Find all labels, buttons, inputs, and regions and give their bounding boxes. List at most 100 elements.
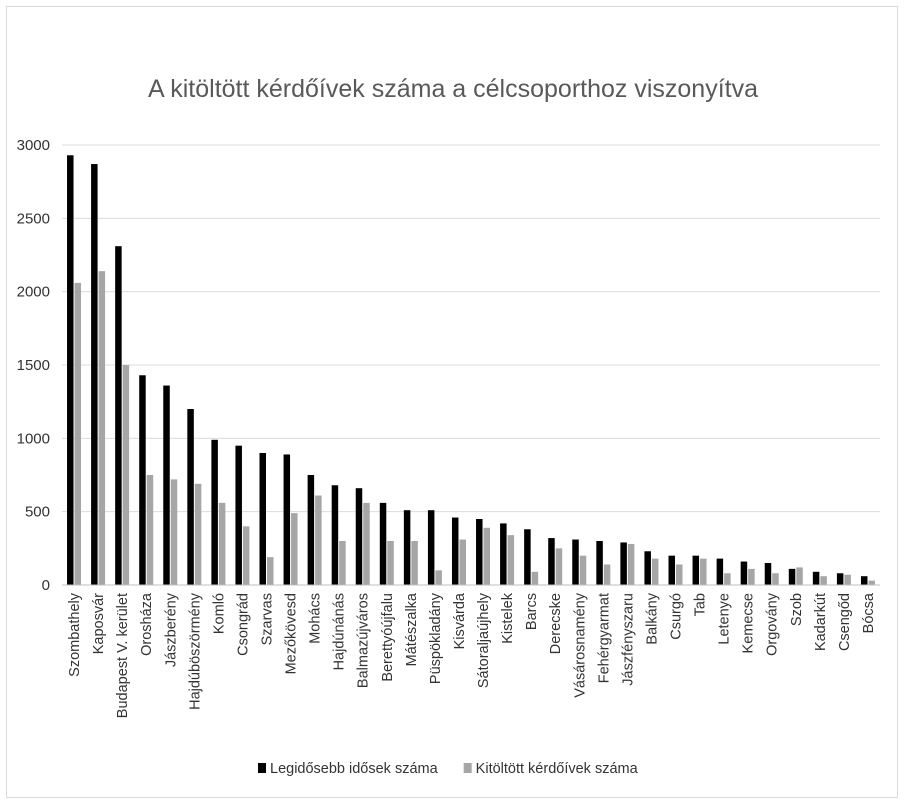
x-tick-label: Csurgó (669, 593, 685, 640)
bar-legidosebb-4 (163, 385, 170, 585)
bar-kitoltott-28 (748, 568, 755, 585)
bar-kitoltott-30 (796, 567, 803, 585)
bars (67, 155, 875, 586)
bar-kitoltott-10 (315, 495, 322, 585)
bar-kitoltott-4 (170, 479, 178, 585)
x-tick-label: Bócsa (861, 592, 877, 633)
x-tick-label: Püspökladány (428, 592, 444, 684)
bar-legidosebb-8 (259, 453, 266, 585)
bar-legidosebb-1 (91, 164, 98, 586)
y-tick-label: 1500 (17, 357, 50, 374)
bar-legidosebb-3 (139, 375, 146, 585)
x-tick-label: Szombathely (67, 592, 83, 677)
x-tick-label: Jászfényszaru (620, 593, 636, 686)
x-tick-label: Kemecse (741, 593, 757, 653)
bar-kitoltott-20 (555, 548, 563, 585)
bar-kitoltott-14 (411, 541, 418, 585)
x-tick-label: Vásárosnamény (572, 592, 588, 698)
x-tick-label: Orosháza (139, 592, 155, 656)
bar-legidosebb-26 (692, 555, 700, 585)
x-tick-label: Derecske (548, 593, 564, 654)
bar-kitoltott-13 (387, 541, 394, 585)
bar-legidosebb-6 (211, 439, 218, 585)
gridlines (62, 144, 880, 586)
bar-legidosebb-27 (716, 558, 724, 585)
x-tick-label: Kaposvár (91, 593, 107, 654)
y-tick-label: 500 (25, 504, 50, 521)
x-tick-label: Balmazújváros (356, 593, 372, 688)
x-tick-label: Kadarkút (813, 593, 829, 651)
x-tick-label: Mezőkövesd (284, 593, 300, 674)
chart-frame (6, 6, 898, 798)
x-tick-label: Budapest V. kerület (115, 593, 131, 718)
bar-legidosebb-17 (476, 519, 483, 585)
bar-legidosebb-9 (283, 454, 291, 585)
bar-kitoltott-0 (74, 282, 82, 585)
bar-legidosebb-28 (740, 561, 748, 585)
chart-title: A kitöltött kérdőívek száma a célcsoport… (148, 75, 758, 103)
x-tick-label: Sátoraljaújhely (476, 592, 492, 688)
bar-legidosebb-33 (860, 576, 868, 585)
bar-kitoltott-26 (700, 558, 707, 585)
x-tick-label: Barcs (524, 593, 540, 630)
bar-kitoltott-1 (98, 271, 106, 585)
bar-kitoltott-23 (627, 543, 635, 585)
bar-kitoltott-9 (291, 513, 298, 585)
y-tick-label: 2000 (17, 284, 50, 301)
x-tick-label: Orgovány (765, 592, 781, 656)
legend: Legidősebb idősek száma Kitöltött kérdőív… (258, 761, 639, 777)
bar-kitoltott-24 (651, 558, 659, 585)
bar-kitoltott-5 (194, 483, 202, 585)
bar-legidosebb-30 (788, 568, 796, 585)
legend-label-0: Legidősebb idősek száma (270, 761, 439, 777)
y-tick-label: 2500 (17, 210, 50, 227)
x-tick-label: Komló (211, 593, 227, 634)
bar-kitoltott-29 (772, 573, 779, 585)
bar-kitoltott-6 (218, 502, 226, 585)
x-tick-label: Kistelek (500, 592, 516, 644)
x-tick-label: Kisvárda (452, 592, 468, 649)
bar-kitoltott-16 (459, 539, 466, 585)
bar-kitoltott-2 (122, 365, 130, 585)
bar-kitoltott-18 (507, 535, 515, 585)
bar-kitoltott-27 (724, 573, 731, 585)
bar-legidosebb-31 (812, 571, 820, 585)
bar-kitoltott-22 (603, 564, 611, 585)
bar-kitoltott-25 (676, 564, 683, 585)
bar-legidosebb-29 (764, 563, 772, 585)
bar-legidosebb-21 (572, 539, 579, 585)
x-tick-label: Berettyóújfalu (380, 593, 396, 682)
y-axis: 0 500 1000 1500 2000 2500 3000 (17, 137, 50, 594)
x-tick-label: Szarvas (260, 593, 276, 645)
bar-legidosebb-12 (355, 488, 363, 585)
x-tick-label: Tab (693, 593, 709, 616)
x-tick-label: Mátészalka (404, 592, 420, 666)
bar-legidosebb-13 (379, 502, 387, 585)
bar-legidosebb-16 (451, 517, 459, 585)
x-tick-label: Hajdúnánás (332, 593, 348, 670)
y-tick-label: 3000 (17, 137, 50, 154)
legend-swatch-0 (258, 763, 266, 773)
bar-kitoltott-15 (435, 570, 442, 585)
bar-kitoltott-33 (868, 580, 875, 585)
bar-legidosebb-24 (644, 551, 651, 585)
x-tick-label: Hajdúböszörmény (187, 592, 203, 710)
bar-kitoltott-3 (146, 475, 154, 585)
bar-kitoltott-31 (820, 576, 827, 585)
bar-legidosebb-14 (403, 510, 411, 585)
legend-swatch-1 (463, 763, 472, 773)
y-tick-label: 1000 (17, 430, 50, 447)
bar-legidosebb-15 (427, 510, 435, 585)
x-tick-label: Fehérgyarmat (596, 593, 612, 683)
bar-legidosebb-0 (67, 155, 74, 585)
legend-label-1: Kitöltött kérdőívek száma (476, 761, 639, 777)
bar-kitoltott-12 (363, 502, 370, 585)
x-axis: Szombathely Kaposvár Budapest V. kerület Or… (62, 584, 880, 718)
bar-kitoltott-32 (844, 574, 851, 585)
bar-legidosebb-5 (187, 409, 194, 585)
bar-legidosebb-32 (836, 573, 844, 585)
x-tick-label: Balkány (644, 592, 660, 644)
x-tick-label: Csengőd (837, 593, 853, 651)
bar-kitoltott-19 (531, 571, 539, 585)
